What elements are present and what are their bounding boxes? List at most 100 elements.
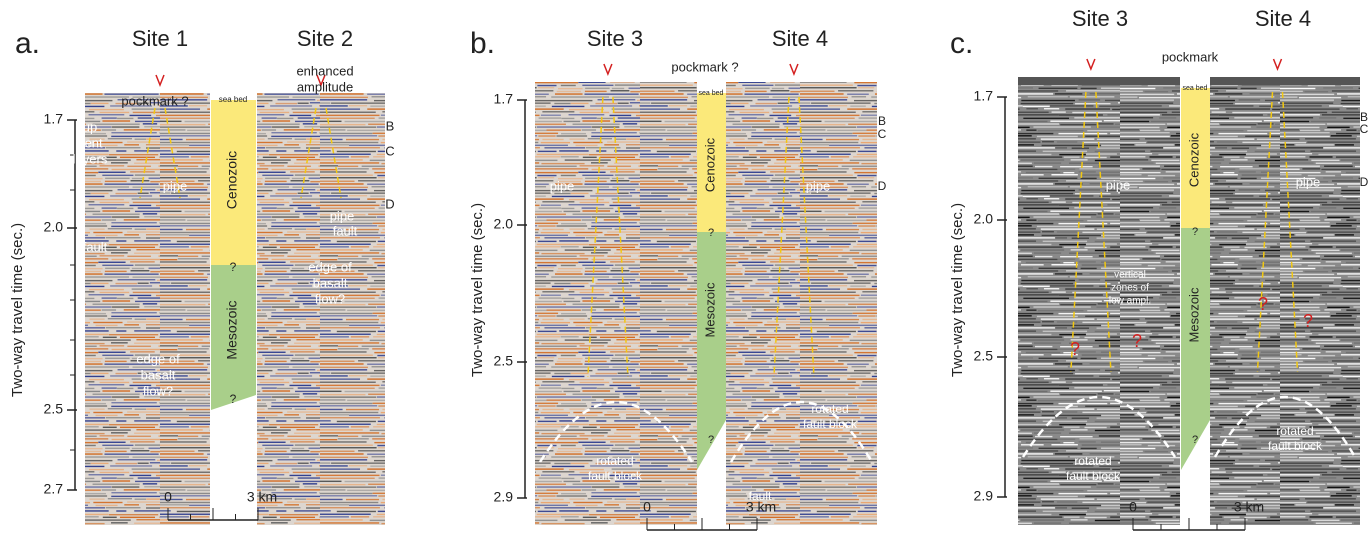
axis-title: Two-way travel time (sec.) <box>949 203 966 377</box>
tick-label: 2.0 <box>44 219 64 235</box>
pipe-outline <box>300 107 317 199</box>
pipe-outline <box>1281 91 1299 373</box>
arrow <box>789 63 799 77</box>
pipe-outline <box>1070 91 1087 373</box>
scale-label: 0 <box>643 499 651 515</box>
annotation: Cenozoic <box>224 151 240 209</box>
annotation: ? <box>1192 434 1198 446</box>
annotation: up <box>83 119 97 134</box>
annotation: low ampl. <box>1109 296 1151 307</box>
arrow <box>316 74 326 88</box>
annotation: pipe <box>163 178 188 193</box>
annotation: Mesozoic <box>1186 287 1201 342</box>
tick-label: 1.7 <box>44 111 64 127</box>
scale-label: 0 <box>164 489 172 505</box>
seismic-section <box>257 93 385 525</box>
annotation: ? <box>230 260 237 274</box>
annotation: pockmark <box>1162 49 1219 64</box>
seismic-section <box>535 82 697 525</box>
annotation: pipe <box>330 208 355 223</box>
scale-label: 3 km <box>1234 499 1264 515</box>
annotation: ? <box>1070 339 1080 359</box>
annotation: bent <box>77 135 103 150</box>
seismic-section <box>1210 77 1360 525</box>
annotation: ? <box>1303 311 1313 331</box>
cenozoic-column <box>697 93 726 232</box>
pipe-outline <box>798 96 815 378</box>
cenozoic-column <box>211 100 256 265</box>
arrow <box>155 74 165 88</box>
annotation: fault <box>83 239 108 254</box>
annotation: Mesozoic <box>224 300 240 359</box>
tick-label: 2.0 <box>494 216 514 232</box>
axis-title: Two-way travel time (sec.) <box>9 223 26 397</box>
pipe-outline <box>139 107 156 199</box>
annotation: Cenozoic <box>702 137 717 192</box>
annotation: fault block <box>1066 469 1121 483</box>
annotation: D <box>878 179 887 193</box>
annotation: pockmark ? <box>671 59 738 74</box>
pipe-outline <box>773 96 790 378</box>
annotation: fault block <box>1268 439 1323 453</box>
pipe-outline <box>325 107 342 199</box>
panel-label: b. <box>470 27 495 60</box>
scale-label: 3 km <box>746 499 776 515</box>
pipe-outline <box>612 96 629 378</box>
site-label: Site 3 <box>587 26 643 51</box>
tick-label: 1.7 <box>494 91 514 107</box>
arrow <box>603 63 613 77</box>
annotation: rotated <box>1276 424 1313 438</box>
annotation: C <box>385 143 394 158</box>
fault-block-outline <box>729 400 874 463</box>
mesozoic-column <box>1181 228 1210 470</box>
seismic-section <box>1018 77 1180 525</box>
annotation: zones of <box>1111 283 1149 294</box>
annotation: edge of <box>136 351 180 366</box>
annotation: basalt <box>141 367 176 382</box>
annotation: Cenozoic <box>1186 132 1201 187</box>
annotation: edge of <box>308 259 352 274</box>
annotation: C <box>878 127 887 141</box>
annotation: Mesozoic <box>702 282 717 337</box>
tick-label: 2.9 <box>494 489 514 505</box>
annotation: amplitude <box>297 79 353 94</box>
annotation: enhanced <box>296 63 353 78</box>
panel-label: a. <box>15 27 40 60</box>
seismic-section <box>85 93 210 525</box>
seabed-band <box>1018 77 1180 85</box>
tick-label: 2.0 <box>974 211 994 227</box>
annotation: sea bed <box>1183 85 1208 92</box>
scale-label: 0 <box>1129 499 1137 515</box>
annotation: rotated <box>1074 454 1111 468</box>
tick-label: 2.7 <box>44 481 64 497</box>
annotation: flow? <box>315 291 345 306</box>
pipe-outline <box>1095 91 1112 373</box>
seabed-band <box>1210 77 1360 85</box>
axis-title: Two-way travel time (sec.) <box>469 203 486 377</box>
annotation: fault <box>749 489 772 503</box>
annotation: vertical <box>1114 270 1146 281</box>
site-label: Site 4 <box>772 26 828 51</box>
annotation: ? <box>1258 294 1268 314</box>
annotation: rotated <box>596 454 633 468</box>
annotation: basalt <box>313 275 348 290</box>
annotation: pockmark ? <box>121 93 188 108</box>
annotation: pipe <box>1106 177 1131 192</box>
tick-label: 2.5 <box>494 353 514 369</box>
site-label: Site 4 <box>1255 6 1311 31</box>
mesozoic-column <box>211 265 256 410</box>
annotation: ? <box>230 392 237 406</box>
annotation: D <box>385 196 394 211</box>
annotation: layers <box>73 151 108 166</box>
annotation: B <box>878 114 886 128</box>
pipe-outline <box>587 96 604 378</box>
seismic-section <box>726 82 877 525</box>
fault-block-outline <box>538 400 694 463</box>
mesozoic-column <box>697 232 726 470</box>
annotation: B <box>386 118 395 133</box>
fault-block-outline <box>1021 395 1177 458</box>
annotation: rotated <box>811 402 848 416</box>
fault-block-outline <box>1213 395 1357 458</box>
annotation: sea bed <box>699 90 724 97</box>
site-label: Site 3 <box>1072 6 1128 31</box>
